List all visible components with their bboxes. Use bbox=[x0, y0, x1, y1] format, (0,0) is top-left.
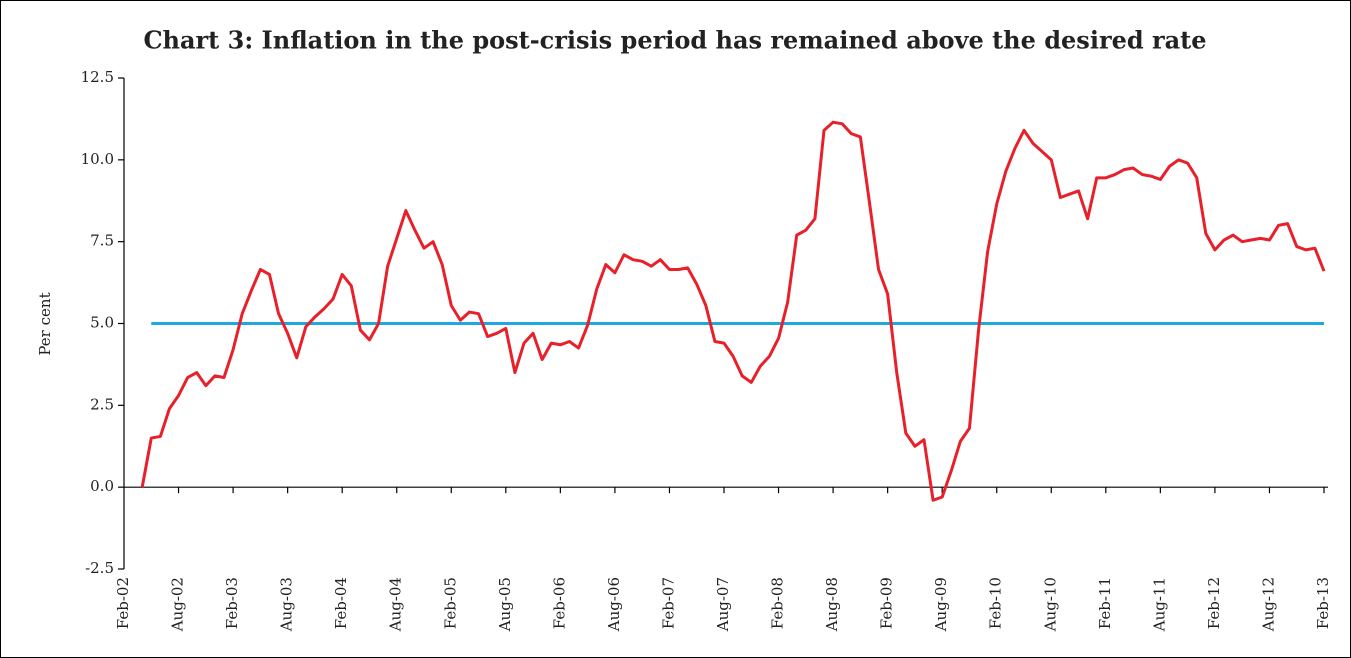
x-tick-label: Aug-06 bbox=[605, 577, 623, 632]
x-tick-label: Aug-07 bbox=[714, 577, 732, 632]
x-tick-label: Feb-08 bbox=[769, 577, 787, 629]
y-axis-label: Per cent bbox=[36, 292, 54, 355]
x-tick-label: Feb-04 bbox=[332, 577, 350, 629]
x-tick-label: Feb-05 bbox=[441, 577, 459, 629]
x-tick-label: Aug-09 bbox=[932, 577, 950, 632]
x-tick-label: Feb-12 bbox=[1205, 577, 1223, 629]
x-tick-label: Aug-12 bbox=[1259, 577, 1277, 632]
chart-title: Chart 3: Inflation in the post-crisis pe… bbox=[143, 26, 1206, 55]
x-tick-label: Aug-03 bbox=[278, 577, 296, 632]
x-tick-label: Feb-02 bbox=[114, 577, 132, 629]
x-tick-label: Feb-13 bbox=[1314, 577, 1332, 629]
x-tick-label: Feb-09 bbox=[878, 577, 896, 629]
y-tick-label: 2.5 bbox=[90, 395, 114, 413]
x-tick-label: Aug-08 bbox=[823, 577, 841, 632]
x-tick-label: Feb-03 bbox=[223, 577, 241, 629]
x-tick-label: Aug-02 bbox=[169, 577, 187, 632]
series-line bbox=[140, 120, 1326, 502]
x-tick-label: Aug-05 bbox=[496, 577, 514, 632]
y-tick-label: 12.5 bbox=[81, 68, 114, 86]
x-tick-label: Aug-11 bbox=[1150, 577, 1168, 632]
y-tick-label: 10.0 bbox=[81, 150, 114, 168]
y-tick-label: 7.5 bbox=[90, 232, 114, 250]
x-tick-label: Feb-10 bbox=[987, 577, 1005, 629]
y-tick-label: -2.5 bbox=[85, 559, 114, 577]
x-tick-label: Feb-06 bbox=[550, 577, 568, 629]
x-tick-label: Aug-04 bbox=[387, 577, 405, 632]
y-tick-label: 0.0 bbox=[90, 477, 114, 495]
x-tick-label: Aug-10 bbox=[1041, 577, 1059, 632]
x-tick-label: Feb-11 bbox=[1096, 577, 1114, 629]
x-tick-label: Feb-07 bbox=[659, 577, 677, 629]
y-tick-label: 5.0 bbox=[90, 314, 114, 332]
